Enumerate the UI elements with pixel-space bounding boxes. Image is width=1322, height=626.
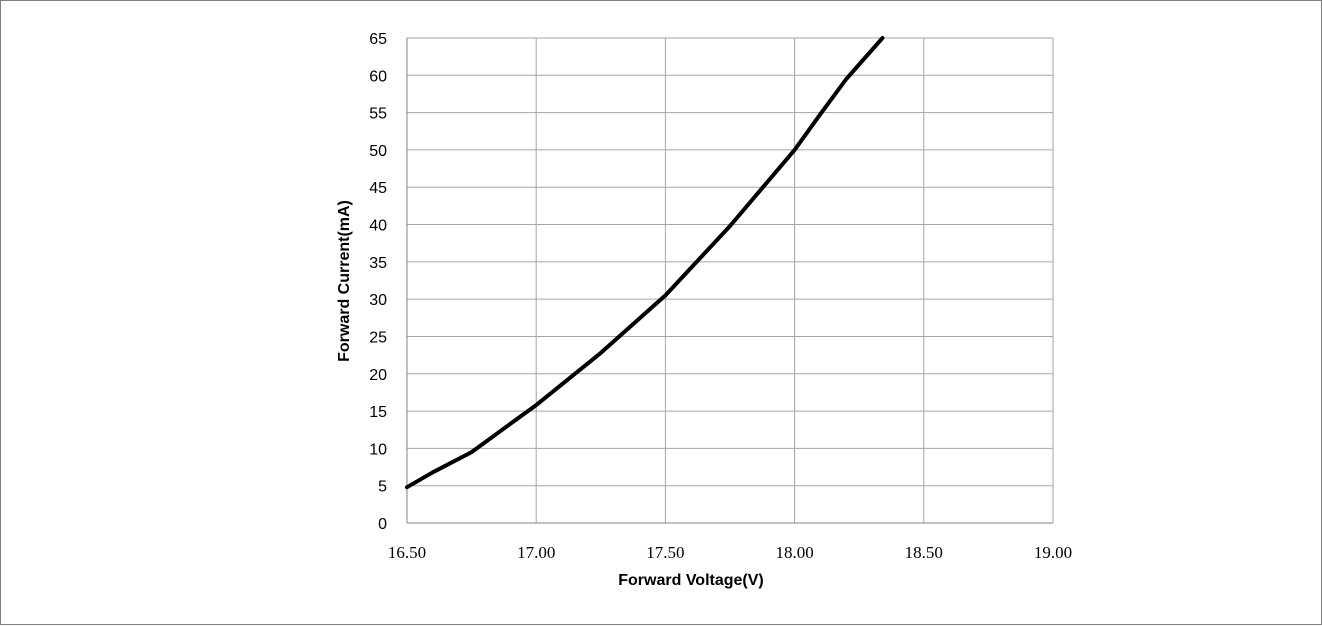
y-tick-label: 5 — [378, 479, 387, 496]
series — [405, 36, 885, 490]
y-tick-label: 35 — [369, 255, 387, 272]
y-tick-label: 25 — [369, 329, 387, 346]
axes — [406, 38, 1053, 524]
y-axis-title: Forward Current(mA) — [336, 200, 353, 362]
y-tick-label: 0 — [378, 516, 387, 533]
grid — [407, 37, 1054, 523]
y-tick-label: 20 — [369, 367, 387, 384]
y-tick-label: 40 — [369, 218, 387, 235]
y-tick-label: 60 — [369, 68, 387, 85]
series-line — [405, 36, 885, 490]
y-tick-label: 30 — [369, 292, 387, 309]
y-tick-label: 45 — [369, 180, 387, 197]
y-tick-label: 55 — [369, 106, 387, 123]
x-tick-label: 18.00 — [775, 543, 813, 562]
y-tick-label: 65 — [369, 31, 387, 48]
y-tick-label: 15 — [369, 404, 387, 421]
x-tick-label: 17.50 — [646, 543, 684, 562]
x-tick-label: 17.00 — [517, 543, 555, 562]
x-tick-labels: 16.50 17.00 17.50 18.00 18.50 19.00 — [388, 543, 1072, 562]
y-tick-label: 50 — [369, 143, 387, 160]
x-tick-label: 16.50 — [388, 543, 426, 562]
y-tick-labels: 0 5 10 15 20 25 30 35 40 45 50 55 60 65 — [369, 31, 387, 533]
x-tick-label: 19.00 — [1034, 543, 1072, 562]
x-tick-label: 18.50 — [905, 543, 943, 562]
y-tick-label: 10 — [369, 441, 387, 458]
x-axis-title: Forward Voltage(V) — [618, 572, 764, 589]
